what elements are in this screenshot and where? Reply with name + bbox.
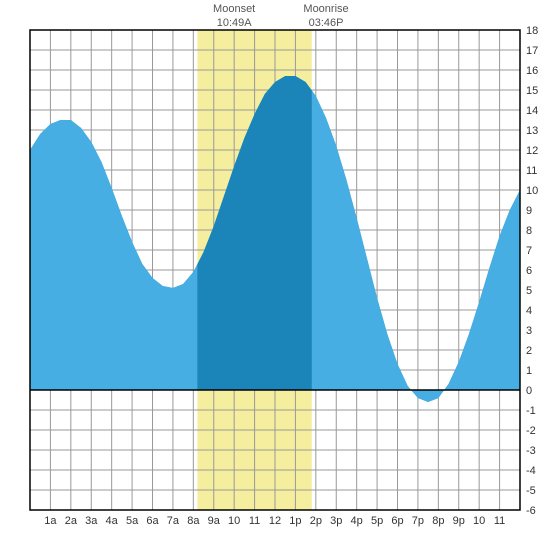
x-tick-label: 10 (228, 515, 240, 527)
x-tick-label: 3p (330, 515, 342, 527)
x-tick-label: 11 (494, 515, 505, 527)
y-tick-label: -6 (526, 505, 536, 517)
y-tick-label: 1 (526, 365, 532, 377)
y-tick-label: 8 (526, 225, 532, 237)
x-tick-label: 2a (65, 515, 78, 527)
x-tick-label: 5a (126, 515, 139, 527)
y-tick-label: 15 (526, 85, 538, 97)
x-tick-label: 12 (269, 515, 281, 527)
x-tick-label: 1a (44, 515, 57, 527)
y-tick-label: 12 (526, 145, 538, 157)
y-tick-label: 9 (526, 205, 532, 217)
y-tick-label: 11 (526, 165, 537, 177)
y-tick-label: 10 (526, 185, 538, 197)
x-tick-label: 3a (85, 515, 98, 527)
y-tick-label: 16 (526, 65, 538, 77)
moonrise-time: 03:46P (296, 16, 356, 30)
y-tick-label: 5 (526, 285, 532, 297)
y-tick-label: -3 (526, 445, 536, 457)
y-tick-label: -1 (526, 405, 536, 417)
y-tick-label: 2 (526, 345, 532, 357)
x-tick-label: 4p (351, 515, 363, 527)
x-tick-label: 9a (208, 515, 221, 527)
y-tick-label: 18 (526, 25, 538, 37)
x-tick-label: 10 (473, 515, 485, 527)
x-tick-label: 6p (391, 515, 403, 527)
y-tick-label: 14 (526, 105, 538, 117)
x-tick-label: 9p (453, 515, 465, 527)
y-tick-label: -5 (526, 485, 536, 497)
x-tick-label: 6a (146, 515, 159, 527)
x-tick-label: 2p (310, 515, 322, 527)
moonset-title: Moonset (204, 2, 264, 16)
y-tick-label: 4 (526, 305, 532, 317)
tide-chart: 1a2a3a4a5a6a7a8a9a1011121p2p3p4p5p6p7p8p… (0, 0, 550, 550)
y-tick-label: 17 (526, 45, 538, 57)
y-tick-label: 13 (526, 125, 538, 137)
chart-svg: 1a2a3a4a5a6a7a8a9a1011121p2p3p4p5p6p7p8p… (0, 0, 550, 550)
x-tick-label: 11 (249, 515, 260, 527)
x-tick-label: 8p (432, 515, 444, 527)
moonrise-annotation: Moonrise03:46P (296, 2, 356, 31)
x-tick-label: 7p (412, 515, 424, 527)
y-tick-label: 0 (526, 385, 532, 397)
x-tick-label: 4a (106, 515, 119, 527)
y-tick-label: 6 (526, 265, 532, 277)
y-tick-label: -2 (526, 425, 536, 437)
x-tick-label: 5p (371, 515, 383, 527)
y-tick-label: -4 (526, 465, 536, 477)
x-tick-label: 8a (187, 515, 200, 527)
y-tick-label: 3 (526, 325, 532, 337)
y-tick-label: 7 (526, 245, 532, 257)
moonset-time: 10:49A (204, 16, 264, 30)
moonset-annotation: Moonset10:49A (204, 2, 264, 31)
x-tick-label: 1p (289, 515, 301, 527)
moonrise-title: Moonrise (296, 2, 356, 16)
x-tick-label: 7a (167, 515, 180, 527)
